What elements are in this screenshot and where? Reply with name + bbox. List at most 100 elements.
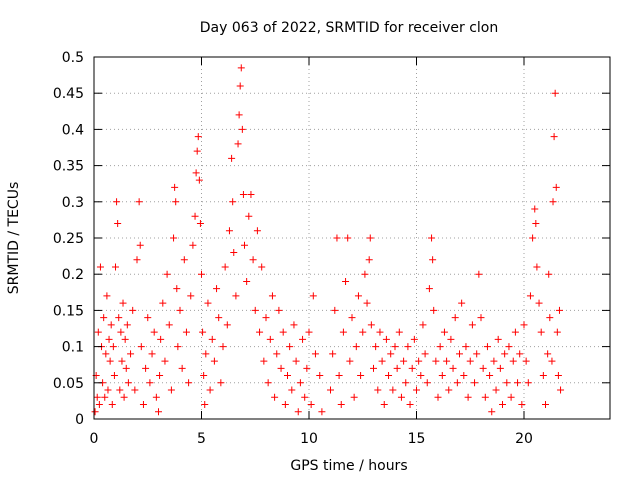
data-point [284, 372, 291, 380]
data-point [421, 350, 429, 358]
y-tick-label: 0.4 [62, 122, 84, 138]
data-point [443, 357, 451, 365]
data-point [544, 350, 552, 358]
data-point [124, 379, 132, 387]
data-point [94, 328, 102, 336]
data-point [492, 386, 500, 394]
y-tick-labels: 0 0.05 0.1 0.15 0.2 0.25 0.3 0.35 0.4 0.45 0.5 [53, 50, 84, 428]
data-point [428, 234, 436, 242]
data-point [378, 357, 386, 365]
data-point [273, 350, 281, 358]
data-point [101, 393, 109, 401]
data-point [173, 285, 181, 293]
data-point [548, 357, 556, 365]
data-point [108, 401, 116, 409]
data-point [102, 350, 110, 358]
y-tick-label: 0.5 [62, 50, 84, 66]
data-point [210, 357, 218, 365]
data-point [208, 335, 216, 343]
data-point [429, 256, 437, 264]
data-point [229, 198, 237, 206]
data-point [189, 241, 197, 249]
data-point [290, 321, 298, 329]
data-point [400, 357, 408, 365]
data-point [385, 372, 393, 380]
data-point [199, 328, 207, 336]
data-point [505, 343, 513, 351]
data-point [159, 299, 167, 307]
data-point [129, 306, 137, 314]
data-point [135, 198, 143, 206]
x-axis-label: GPS time / hours [290, 458, 407, 474]
data-point [93, 393, 101, 401]
data-point [397, 393, 405, 401]
data-point [464, 393, 472, 401]
data-point [251, 306, 259, 314]
data-point [121, 335, 129, 343]
data-point [172, 198, 180, 206]
data-point [200, 372, 208, 380]
data-point [434, 393, 442, 401]
data-point [191, 212, 199, 220]
data-point [131, 386, 139, 394]
data-point [365, 256, 373, 264]
data-point [475, 270, 483, 278]
data-point [466, 357, 474, 365]
data-point [352, 343, 360, 351]
data-point [458, 299, 466, 307]
data-point [215, 314, 223, 322]
data-point [127, 350, 135, 358]
data-point [112, 263, 119, 271]
data-point [533, 263, 541, 271]
data-point [109, 343, 117, 351]
data-point [235, 111, 243, 119]
data-point [253, 227, 261, 235]
data-point [309, 292, 317, 300]
data-point [194, 133, 202, 141]
data-point [206, 386, 214, 394]
data-point [331, 306, 339, 314]
data-point [239, 191, 247, 199]
data-point [104, 386, 112, 394]
data-point [260, 357, 268, 365]
data-point [187, 292, 195, 300]
data-point [539, 372, 547, 380]
data-point [116, 386, 124, 394]
data-point [410, 335, 418, 343]
data-point [529, 234, 537, 242]
data-point [516, 350, 524, 358]
data-point [542, 401, 549, 409]
data-point [522, 357, 530, 365]
data-point [95, 401, 103, 409]
data-point [380, 401, 388, 409]
data-point [483, 343, 491, 351]
data-point [288, 386, 296, 394]
data-point [217, 379, 225, 387]
data-point [182, 328, 190, 336]
data-point [488, 408, 496, 416]
data-point [243, 277, 251, 285]
data-point [425, 285, 433, 293]
data-point [241, 241, 248, 249]
data-point [438, 372, 446, 380]
data-point [453, 379, 461, 387]
y-axis-label: SRMTID / TECUs [6, 182, 22, 295]
data-point [193, 147, 201, 155]
data-point [552, 183, 560, 191]
data-point [225, 227, 233, 235]
x-tick-label: 0 [90, 431, 99, 447]
data-point [178, 364, 186, 372]
data-point [119, 299, 127, 307]
data-point [339, 328, 347, 336]
data-points [91, 64, 565, 416]
data-point [171, 183, 179, 191]
data-point [96, 263, 104, 271]
data-point [122, 364, 130, 372]
grid-lines [94, 57, 610, 419]
data-point [546, 314, 554, 322]
data-point [445, 386, 453, 394]
data-point [142, 364, 150, 372]
data-point [115, 314, 123, 322]
data-point [440, 328, 448, 336]
data-point [262, 314, 270, 322]
